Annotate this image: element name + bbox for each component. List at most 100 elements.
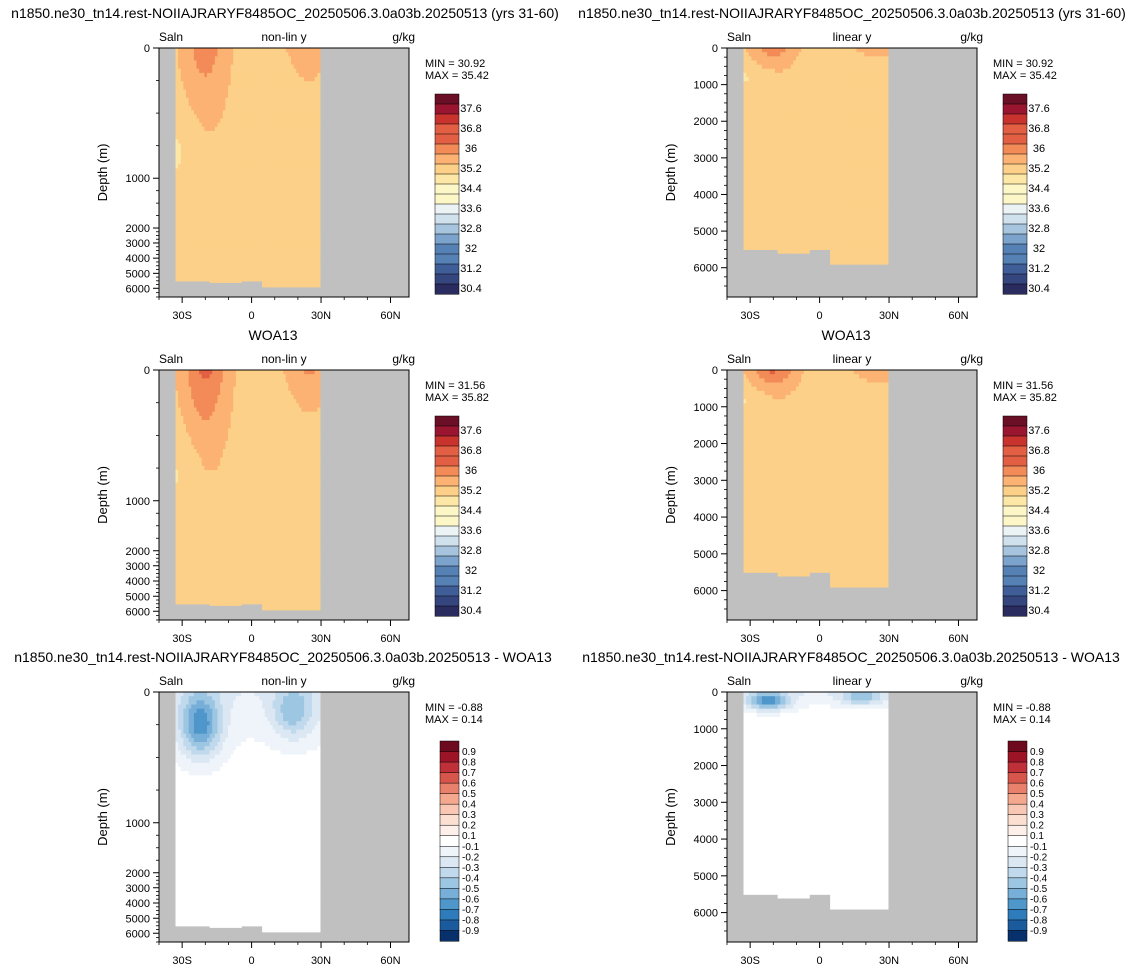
colorbar-box — [435, 224, 459, 234]
colorbar-box — [435, 184, 459, 194]
field-cell — [317, 48, 320, 53]
field-cell — [317, 90, 320, 95]
field-cell — [317, 69, 320, 74]
colorbar-box — [435, 244, 459, 254]
y-tick-label: 4000 — [126, 253, 150, 265]
field-cell — [317, 148, 320, 153]
colorbar-box — [435, 254, 459, 264]
y-tick-label: 3000 — [126, 238, 150, 250]
y-tick-label: 5000 — [126, 268, 150, 280]
y-axis-label: Depth (m) — [95, 144, 110, 202]
field-cell — [239, 281, 242, 283]
field-cell — [317, 152, 320, 157]
colorbar-box — [435, 104, 459, 114]
field-cell — [317, 123, 320, 128]
field-cell — [317, 85, 320, 90]
field-cell — [317, 94, 320, 99]
max-text: MAX = 35.42 — [425, 70, 489, 82]
y-tick-label: 0 — [144, 43, 150, 55]
colorbar-box — [435, 274, 459, 284]
colorbar-box — [435, 124, 459, 134]
units-label: g/kg — [392, 30, 415, 44]
field-cell — [317, 164, 320, 169]
field-cell — [317, 203, 320, 213]
field-cell — [317, 139, 320, 144]
row-title-model-right: n1850.ne30_tn14.rest-NOIIAJRARYF8485OC_2… — [578, 5, 1126, 21]
field-cell — [317, 65, 320, 70]
colorbar-box — [435, 204, 459, 214]
field-cell — [317, 73, 320, 78]
field-cell — [317, 110, 320, 115]
field-cell — [317, 119, 320, 124]
x-tick-label: 30S — [172, 310, 192, 322]
colorbar-box — [435, 114, 459, 124]
min-text: MIN = 30.92 — [425, 58, 485, 70]
colorbar-box — [435, 94, 459, 104]
colorbar-box — [435, 194, 459, 204]
field-cell — [807, 251, 810, 253]
row-title-obs-left: WOA13 — [248, 327, 297, 343]
colorbar: 37.6 36.8 36 35.2 34.4 33.6 32.8 32 31.2 30.4 — [435, 94, 482, 295]
x-tick-label: 0 — [249, 310, 255, 322]
colorbar-label: 37.6 — [460, 103, 481, 115]
x-tick-label: 60N — [380, 310, 400, 322]
colorbar-box — [435, 234, 459, 244]
field-cell — [317, 52, 320, 57]
row-title-diff-right: n1850.ne30_tn14.rest-NOIIAJRARYF8485OC_2… — [582, 649, 1120, 665]
colorbar-label: 32.8 — [460, 223, 481, 235]
field-cell — [317, 60, 320, 65]
field-cell — [317, 81, 320, 86]
field-cell — [317, 114, 320, 119]
x-tick-label: 30N — [311, 310, 331, 322]
colorbar-label: 36.8 — [460, 123, 481, 135]
field-cell — [317, 156, 320, 161]
field-cell — [317, 98, 320, 103]
field-cell — [317, 135, 320, 140]
field-cell — [317, 284, 320, 287]
colorbar-box — [435, 164, 459, 174]
field-cell — [317, 106, 320, 111]
colorbar-label: 34.4 — [460, 183, 481, 195]
colorbar-box — [435, 134, 459, 144]
row-title-diff-left: n1850.ne30_tn14.rest-NOIIAJRARYF8485OC_2… — [14, 649, 552, 665]
field-cell — [317, 131, 320, 136]
colorbar-label: 36 — [465, 143, 477, 155]
field-cell — [317, 173, 320, 178]
colorbar-box — [435, 264, 459, 274]
field-cell — [317, 194, 320, 204]
field-cell — [317, 56, 320, 61]
row-title-model-left: n1850.ne30_tn14.rest-NOIIAJRARYF8485OC_2… — [11, 5, 559, 21]
field-cell — [317, 184, 320, 194]
colorbar-box — [435, 284, 459, 294]
field-cell — [317, 160, 320, 165]
var-label: Saln — [159, 30, 183, 44]
contour-field — [744, 48, 889, 265]
field-cell — [317, 213, 320, 223]
field-cell — [317, 77, 320, 82]
colorbar-box — [435, 174, 459, 184]
field-cell — [317, 177, 320, 185]
field-cell — [317, 222, 320, 229]
colorbar-box — [435, 144, 459, 154]
field-cell — [317, 102, 320, 107]
colorbar-box — [435, 154, 459, 164]
colorbar-label: 30.4 — [460, 283, 481, 295]
field-cell — [317, 127, 320, 132]
colorbar-label: 31.2 — [460, 263, 481, 275]
y-tick-label: 2000 — [126, 223, 150, 235]
colorbar-label: 33.6 — [460, 203, 481, 215]
y-tick-label: 6000 — [126, 283, 150, 295]
y-tick-label: 1000 — [126, 173, 150, 185]
field-cell — [317, 168, 320, 173]
contour-field — [176, 48, 321, 287]
colorbar-box — [435, 214, 459, 224]
field-cell — [317, 143, 320, 148]
row-title-obs-right: WOA13 — [821, 327, 870, 343]
colorbar-label: 35.2 — [460, 163, 481, 175]
colorbar-label: 32 — [465, 243, 477, 255]
